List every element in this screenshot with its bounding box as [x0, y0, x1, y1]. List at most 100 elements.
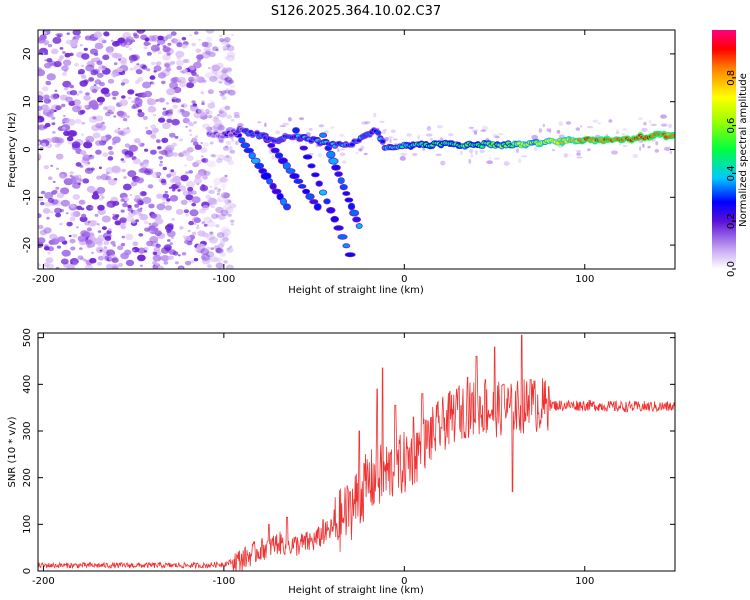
spectrogram-noise-blob [387, 136, 394, 139]
spectrogram-noise-blob [179, 138, 184, 142]
spectrogram-noise-blob [207, 190, 211, 193]
spectrogram-noise-blob [146, 51, 152, 56]
spectrogram-x-ticks: -200 -100 0 100 [32, 30, 594, 285]
spectrogram-noise-blob [195, 159, 202, 165]
spectrogram-noise-blob [669, 150, 672, 155]
spectrogram-noise-blob [210, 67, 216, 72]
spectrogram-noise-blob [105, 263, 113, 269]
spectrogram-noise-blob [181, 252, 187, 256]
spectrogram-noise-blob [95, 140, 103, 146]
spectrogram-noise-blob [200, 91, 204, 94]
spectrogram-noise-blob [193, 257, 199, 262]
spectrogram-noise-blob [61, 249, 71, 257]
spectrogram-noise-blob [218, 109, 224, 114]
spectrogram-noise-blob [120, 242, 126, 247]
spectrogram-noise-blob [548, 128, 552, 133]
spectrogram-noise-blob [389, 138, 392, 144]
spectrogram-noise-blob [406, 133, 412, 137]
spectrogram-streak-blob [299, 145, 308, 151]
spectrogram-streak-blob [269, 182, 277, 190]
spectrogram-noise-blob [150, 149, 157, 155]
spectrogram-noise-blob [178, 266, 183, 269]
spectrogram-noise-blob [213, 177, 223, 185]
spectrogram-noise-blob [59, 222, 63, 226]
spectrogram-noise-blob [142, 196, 152, 204]
spectrogram-streak-blob [309, 199, 319, 205]
spectrogram-noise-blob [93, 31, 103, 38]
spectrogram-noise-blob [642, 143, 645, 148]
spectrogram-noise-blob [494, 135, 500, 139]
spectrogram-noise-blob [101, 226, 107, 231]
spectrogram-noise-blob [210, 205, 215, 209]
spectrogram-noise-blob [158, 156, 164, 160]
spectrogram-noise-blob [220, 73, 229, 81]
spectrogram-noise-blob [205, 36, 213, 42]
spectrogram-noise-blob [185, 213, 189, 217]
spectrogram-noise-blob [222, 45, 229, 51]
spectrogram-noise-blob [96, 72, 104, 78]
spectrogram-streak-blob [344, 252, 356, 258]
spectrogram-streak-blob [355, 223, 363, 229]
spectrogram-noise-blob [68, 234, 72, 238]
spectrogram-noise-blob [121, 235, 126, 239]
spectrogram-streak-blob [285, 168, 296, 174]
spectrogram-noise-blob [43, 246, 50, 251]
spectrogram-noise-blob [162, 201, 166, 204]
spectrogram-noise-blob [205, 50, 211, 55]
spectrogram-noise-blob [228, 146, 233, 150]
spectrogram-noise-blob [124, 143, 131, 148]
spectrogram-noise-blob [66, 118, 76, 126]
spectrogram-noise-blob [120, 42, 127, 47]
spectrogram-noise-blob [143, 46, 148, 50]
spectrogram-streak-blob [326, 150, 336, 159]
spectrogram-x-tick-label: 0 [401, 274, 407, 285]
spectrogram-noise-blob [216, 232, 225, 238]
spectrogram-noise-blob [161, 197, 166, 201]
spectrogram-noise-blob [257, 121, 262, 124]
spectrogram-noise-blob [162, 193, 170, 199]
spectrogram-noise-blob [150, 134, 157, 139]
colorbar-tick-label: 0.6 [726, 118, 737, 134]
spectrogram-noise-blob [110, 240, 116, 245]
spectrogram-noise-blob [132, 241, 139, 246]
spectrogram-noise-blob [165, 144, 175, 152]
spectrogram-noise-blob [330, 126, 335, 129]
snr-y-tick-label: 400 [22, 375, 33, 394]
spectrogram-noise-blob [81, 213, 87, 218]
spectrogram-noise-blob [189, 34, 192, 37]
spectrogram-noise-blob [373, 112, 377, 118]
spectrogram-noise-blob [148, 42, 151, 45]
spectrogram-noise-blob [181, 104, 185, 108]
spectrogram-noise-blob [147, 184, 154, 189]
spectrogram-noise-blob [229, 245, 233, 248]
spectrogram-noise-blob [220, 192, 230, 199]
spectrogram-noise-blob [210, 99, 213, 102]
spectrogram-noise-blob [436, 124, 443, 129]
spectrogram-noise-blob [112, 213, 116, 216]
spectrogram-noise-blob [111, 72, 118, 77]
spectrogram-noise-blob [194, 31, 199, 35]
spectrogram-noise-blob [175, 98, 182, 103]
spectrogram-noise-blob [224, 79, 232, 86]
spectrogram-noise-blob [587, 125, 594, 129]
spectrogram-noise-blob [134, 98, 143, 105]
spectrogram-noise-blob [480, 129, 487, 132]
spectrogram-noise-blob [166, 52, 171, 56]
spectrogram-noise-blob [475, 150, 478, 156]
spectrogram-noise-blob [575, 127, 580, 131]
spectrogram-noise-blob [207, 110, 213, 115]
spectrogram-streak-blob [292, 127, 300, 134]
spectrogram-noise-blob [96, 223, 100, 226]
spectrogram-noise-blob [52, 131, 56, 134]
spectrogram-noise-blob [162, 107, 167, 111]
spectrogram-noise-blob [231, 33, 234, 37]
colorbar-ticks: 0.0 0.2 0.4 0.6 0.8 [726, 70, 737, 277]
spectrogram-noise-blob [125, 259, 135, 267]
spectrogram-noise-blob [128, 54, 138, 62]
spectrogram-noise-blob [88, 77, 95, 82]
spectrogram-noise-blob [55, 186, 60, 190]
spectrogram-noise-blob [103, 106, 108, 110]
spectrogram-noise-blob [186, 181, 196, 188]
spectrogram-noise-blob [218, 188, 221, 191]
